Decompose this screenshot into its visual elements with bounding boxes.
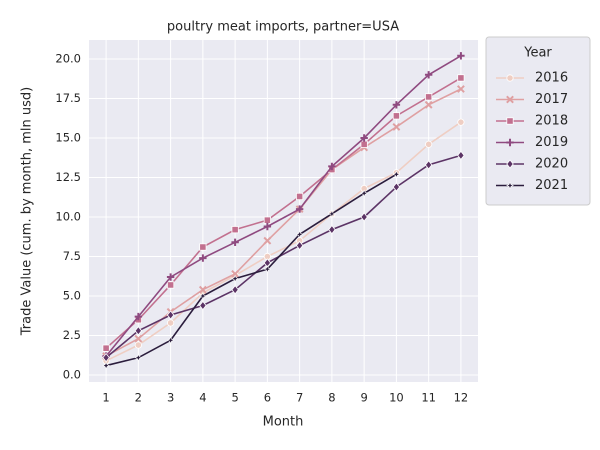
x-tick-label: 11 [421,391,436,405]
marker [231,285,239,295]
marker [506,74,514,82]
marker [457,74,465,82]
marker [263,222,272,231]
x-tick-label: 6 [264,391,271,405]
legend-label: 2018 [535,114,568,129]
y-tick-label: 20.0 [55,51,81,65]
marker [425,140,433,148]
marker [506,117,514,125]
marker [295,240,304,251]
marker [506,138,514,147]
x-tick-label: 5 [231,391,238,405]
marker [506,181,514,190]
marker [134,334,143,343]
marker [392,123,401,131]
legend-label: 2016 [535,71,568,86]
y-tick-label: 7.5 [63,249,81,263]
marker [167,281,175,289]
marker [198,285,207,294]
marker [102,361,111,370]
x-tick-label: 1 [102,391,109,405]
marker [360,134,368,142]
marker [199,243,207,251]
marker [295,230,304,239]
marker [457,118,465,126]
x-tick-label: 12 [454,391,469,405]
y-tick-label: 5.0 [63,289,81,303]
x-tick-label: 8 [328,391,335,405]
marker [392,182,401,192]
y-tick-label: 12.5 [55,170,81,184]
legend-label: 2019 [535,135,568,150]
marker [166,336,175,345]
marker [296,192,304,201]
marker [328,225,336,235]
marker [457,150,465,161]
series-line [105,121,462,362]
marker [327,209,336,218]
marker [360,212,368,222]
marker [166,273,175,281]
series-line [105,55,462,357]
marker [392,101,401,109]
marker [360,189,369,198]
marker [231,238,239,246]
marker [263,236,272,245]
marker [199,254,207,262]
chart-title: poultry meat imports, partner=USA [167,20,399,35]
marker [134,312,143,321]
x-axis-label: Month [263,415,304,430]
marker [392,170,401,179]
series-line [105,88,462,357]
marker [295,205,304,213]
y-tick-label: 0.0 [63,368,81,382]
marker [134,353,143,362]
marker [424,71,433,79]
marker [392,112,400,120]
marker [425,93,433,101]
x-tick-label: 4 [199,391,206,405]
marker [199,300,207,311]
series-line [105,77,462,349]
x-tick-label: 10 [389,391,404,405]
legend-title: Year [523,46,552,61]
y-tick-label: 15.0 [55,130,81,144]
marker [424,100,433,109]
marker [506,159,514,169]
marker [231,226,239,234]
marker [263,216,271,224]
x-tick-label: 2 [135,391,142,405]
y-tick-label: 17.5 [55,91,81,105]
x-tick-label: 9 [360,391,367,405]
marker [424,160,433,170]
marker [506,95,514,104]
marker [231,269,240,278]
marker [328,162,336,171]
legend-label: 2017 [535,92,568,107]
marker [198,292,207,300]
marker [134,341,142,349]
legend-label: 2021 [535,178,568,193]
legend-label: 2020 [535,157,568,172]
marker [456,85,465,93]
marker [457,52,465,60]
marker [231,274,240,283]
y-axis-label: Trade Value (cum. by month, mln usd) [20,87,35,336]
series-line [105,173,397,367]
marker [360,140,368,148]
x-tick-label: 3 [167,391,174,405]
marker [167,319,175,327]
marker [263,265,272,274]
marker [134,326,143,336]
y-tick-label: 2.5 [63,328,81,342]
marker [166,310,175,320]
x-tick-label: 7 [296,391,303,405]
marker [102,344,110,352]
y-tick-label: 10.0 [55,210,81,224]
series-line [105,154,462,359]
